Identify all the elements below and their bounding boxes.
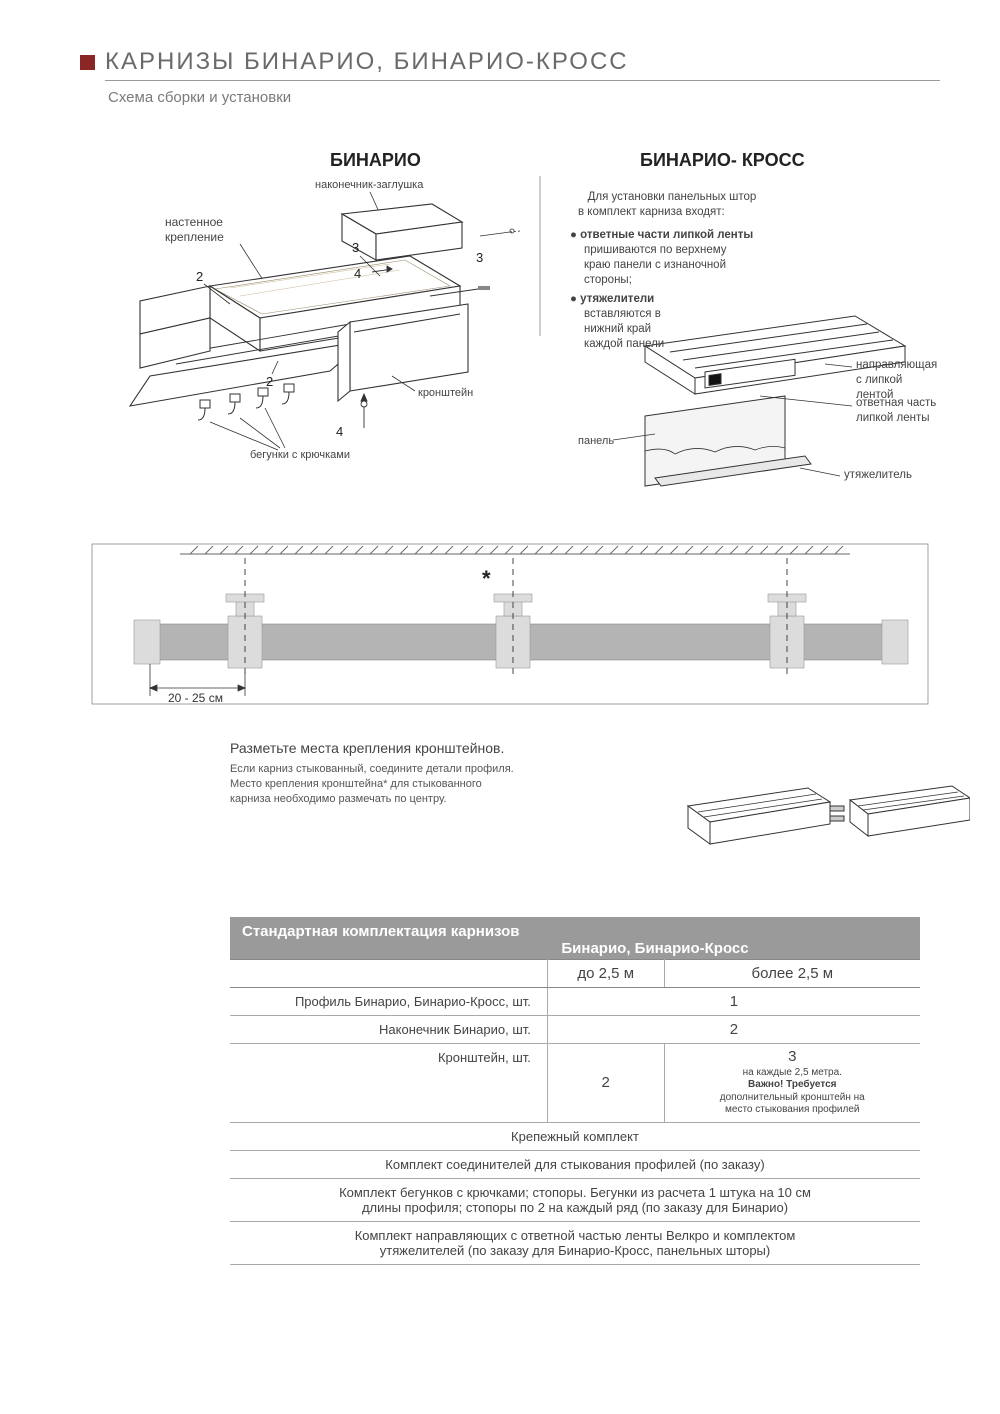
kross-intro: Для установки панельных штор в комплект … xyxy=(578,190,858,220)
row-connectors: Комплект соединителей для стыкования про… xyxy=(230,1150,920,1178)
mounting-instructions: Разметьте места крепления кронштейнов. Е… xyxy=(230,740,610,807)
num-3a: 3 xyxy=(352,240,359,255)
table-header: Стандартная комплектация карнизов Бинари… xyxy=(230,917,920,960)
kross-title: БИНАРИО- КРОСС xyxy=(640,150,805,170)
num-4a: 4 xyxy=(354,266,361,281)
title-rule xyxy=(105,80,940,81)
kross-item1-body: пришиваются по верхнему краю панели с из… xyxy=(584,243,727,288)
table-col-headers: до 2,5 м более 2,5 м xyxy=(230,959,920,987)
page-header: КАРНИЗЫ БИНАРИО, БИНАРИО-КРОСС xyxy=(80,48,940,76)
instr-title: Разметьте места крепления кронштейнов. xyxy=(230,740,610,756)
dimension-label: 20 - 25 см xyxy=(168,691,223,705)
row-endcap: Наконечник Бинарио, шт. 2 xyxy=(230,1015,920,1043)
endcap-label: наконечник-заглушка xyxy=(315,179,424,191)
weight-label: утяжелитель xyxy=(844,468,912,483)
num-2b: 2 xyxy=(266,374,273,389)
num-2a: 2 xyxy=(196,269,203,284)
response-label: ответная часть липкой ленты xyxy=(856,396,936,426)
asterisk-mark: * xyxy=(482,566,491,591)
row-fastening: Крепежный комплект xyxy=(230,1122,920,1150)
runners-label: бегунки с крючками xyxy=(250,449,350,461)
joint-diagram xyxy=(680,770,970,880)
mounting-diagram: * 20 - 25 см xyxy=(90,536,930,726)
num-4b: 4 xyxy=(336,424,343,439)
panel-label: панель xyxy=(578,435,614,447)
row-runners: Комплект бегунков с крючками; стопоры. Б… xyxy=(230,1178,920,1221)
bracket-label: кронштейн xyxy=(418,387,473,399)
binario-title: БИНАРИО xyxy=(330,150,421,170)
kross-bullet1: ● ответные части липкой ленты xyxy=(570,228,753,243)
accent-square-icon xyxy=(80,55,95,70)
row-guides: Комплект направляющих с ответной частью … xyxy=(230,1221,920,1264)
page-title: КАРНИЗЫ БИНАРИО, БИНАРИО-КРОСС xyxy=(105,48,629,76)
assembly-diagrams: БИНАРИО наконечник-заглушка настенное кр… xyxy=(80,136,940,516)
kross-bullet2: ● утяжелители xyxy=(570,292,654,307)
wall-mount-l2: крепление xyxy=(165,230,224,244)
page-subtitle: Схема сборки и установки xyxy=(108,89,940,106)
spec-table: Стандартная комплектация карнизов Бинари… xyxy=(230,917,920,1265)
row-profile: Профиль Бинарио, Бинарио-Кросс, шт. 1 xyxy=(230,987,920,1015)
kross-item2-body: вставляются в нижний край каждой панели xyxy=(584,307,664,352)
wall-mount-l1: настенное xyxy=(165,215,223,229)
num-3b: 3 xyxy=(476,250,483,265)
row-bracket: Кронштейн, шт. 2 3 на каждые 2,5 метра. … xyxy=(230,1043,920,1122)
